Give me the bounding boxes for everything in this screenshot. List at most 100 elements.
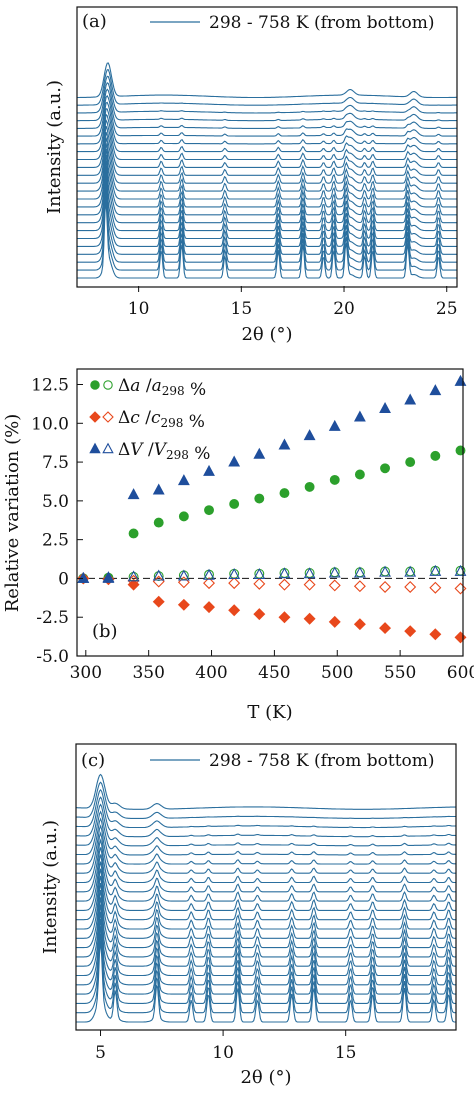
data-point bbox=[153, 517, 164, 528]
legend-entry: Δa /a298 % bbox=[118, 376, 206, 400]
y-tick-label: 5.0 bbox=[42, 492, 69, 512]
data-point bbox=[304, 481, 315, 492]
diffraction-trace bbox=[76, 824, 456, 874]
data-point bbox=[228, 455, 241, 467]
data-point bbox=[152, 483, 165, 495]
panel-c-legend-text: 298 - 758 K (from bottom) bbox=[209, 751, 435, 771]
panel-c-x-label: 2θ (°) bbox=[240, 1067, 291, 1088]
x-tick-label: 15 bbox=[335, 1043, 357, 1063]
data-point bbox=[379, 565, 391, 577]
panel-b-y-label: Relative variation (%) bbox=[2, 414, 23, 613]
data-point bbox=[127, 488, 140, 500]
data-point bbox=[102, 442, 114, 454]
data-point bbox=[430, 450, 441, 461]
diffraction-trace bbox=[77, 183, 457, 255]
data-point bbox=[77, 571, 90, 583]
data-point bbox=[102, 571, 115, 583]
data-point bbox=[253, 447, 266, 459]
data-point bbox=[303, 567, 316, 579]
data-point bbox=[253, 608, 266, 621]
data-point bbox=[354, 469, 365, 480]
data-point bbox=[89, 442, 101, 454]
panel-a-traces bbox=[77, 62, 457, 279]
x-tick-label: 450 bbox=[258, 663, 290, 683]
data-point bbox=[404, 565, 417, 577]
panel-a-legend-text: 298 - 758 K (from bottom) bbox=[209, 13, 435, 33]
data-point bbox=[353, 618, 366, 631]
x-tick-label: 5 bbox=[95, 1043, 106, 1063]
data-point bbox=[454, 374, 467, 386]
y-tick-label: -5.0 bbox=[36, 647, 69, 667]
diffraction-trace bbox=[77, 62, 457, 99]
x-tick-label: 300 bbox=[70, 663, 102, 683]
data-point bbox=[405, 457, 416, 468]
data-point bbox=[103, 380, 113, 390]
diffraction-trace bbox=[76, 796, 456, 838]
data-point bbox=[152, 569, 165, 581]
diffraction-trace bbox=[77, 88, 457, 129]
x-tick-label: 600 bbox=[447, 663, 474, 683]
diffraction-trace bbox=[76, 838, 456, 893]
data-point bbox=[203, 568, 215, 580]
x-tick-label: 10 bbox=[128, 299, 150, 319]
data-point bbox=[278, 438, 291, 450]
diffraction-trace bbox=[77, 194, 457, 271]
diffraction-trace bbox=[77, 101, 457, 145]
diffraction-trace bbox=[76, 882, 456, 949]
diffraction-trace bbox=[77, 166, 457, 232]
panel-c-y-label: Intensity (a.u.) bbox=[40, 820, 61, 954]
data-point bbox=[177, 569, 190, 581]
data-point bbox=[204, 505, 214, 516]
data-point bbox=[328, 419, 341, 431]
diffraction-trace bbox=[76, 773, 457, 810]
x-tick-label: 10 bbox=[212, 1043, 234, 1063]
data-point bbox=[303, 429, 316, 441]
x-tick-label: 400 bbox=[195, 663, 227, 683]
panel-b-legend: Δa /a298 % Δc /c298 % ΔV /V298 % bbox=[89, 376, 210, 464]
data-point bbox=[178, 511, 189, 522]
diffraction-trace bbox=[76, 789, 457, 829]
data-point bbox=[127, 570, 140, 582]
panel-a-x-ticks: 10 15 20 25 bbox=[128, 286, 458, 319]
diffraction-trace bbox=[76, 868, 456, 930]
data-point bbox=[429, 384, 442, 396]
diffraction-trace bbox=[76, 918, 456, 995]
diffraction-trace bbox=[77, 108, 457, 153]
data-point bbox=[229, 499, 240, 509]
data-point bbox=[379, 401, 391, 414]
legend-entry: ΔV /V298 % bbox=[118, 440, 210, 464]
panel-b: 300 350 400 450 500 550 600 -5.0 -2.5 0 2.5 5.0 7.5… bbox=[2, 368, 474, 723]
diffraction-trace bbox=[77, 131, 457, 184]
data-point bbox=[278, 611, 291, 624]
diffraction-trace bbox=[77, 154, 457, 216]
diffraction-trace bbox=[76, 897, 456, 967]
panel-a: 10 15 20 25 (a) 298 - 758 K (from bottom) 2… bbox=[44, 6, 458, 345]
data-point bbox=[102, 573, 115, 586]
diffraction-trace bbox=[76, 781, 456, 819]
data-point bbox=[152, 595, 165, 608]
data-point bbox=[353, 580, 366, 593]
data-point bbox=[77, 572, 90, 585]
data-point bbox=[177, 598, 190, 611]
data-point bbox=[328, 566, 341, 578]
data-point bbox=[454, 582, 467, 595]
panel-c-traces bbox=[75, 773, 457, 1023]
diffraction-trace bbox=[76, 803, 456, 847]
panel-c-x-ticks: 5 10 15 bbox=[95, 1030, 356, 1063]
data-point bbox=[379, 580, 392, 593]
diffraction-trace bbox=[76, 940, 456, 1023]
panel-a-y-label: Intensity (a.u.) bbox=[44, 80, 65, 214]
data-point bbox=[203, 577, 215, 590]
panel-b-points bbox=[77, 374, 467, 644]
data-point bbox=[429, 581, 442, 594]
panel-b-label: (b) bbox=[92, 621, 118, 642]
diffraction-trace bbox=[77, 200, 457, 279]
diffraction-trace bbox=[77, 188, 457, 263]
data-point bbox=[203, 601, 215, 614]
data-point bbox=[429, 628, 442, 641]
data-point bbox=[203, 464, 215, 476]
diffraction-trace bbox=[77, 125, 457, 176]
diffraction-trace bbox=[76, 847, 456, 902]
data-point bbox=[353, 566, 366, 578]
